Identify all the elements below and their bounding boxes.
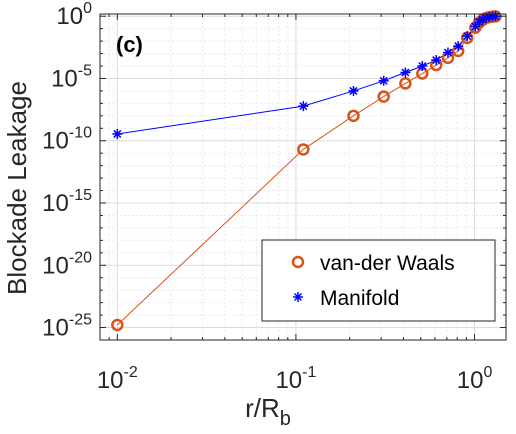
x-tick-label: 10-1 <box>275 364 316 394</box>
data-point-manifold <box>378 75 389 86</box>
data-point-van-der-waals <box>111 318 124 332</box>
plot-frame <box>99 13 507 341</box>
data-point-manifold <box>442 47 453 58</box>
y-tick-label: 10-5 <box>51 62 92 92</box>
data-point-manifold <box>417 61 428 72</box>
axis-ticks <box>99 14 506 341</box>
series-markers <box>111 10 502 332</box>
y-tick-label: 10-20 <box>42 249 92 279</box>
y-tick-label: 10-15 <box>42 187 92 217</box>
legend-marker-van-der-waals <box>291 255 305 269</box>
data-point-van-der-waals <box>399 77 412 90</box>
data-point-van-der-waals <box>347 109 360 123</box>
legend-marker-manifold <box>293 292 303 302</box>
x-tick-labels: 10-2 10-1 100 <box>97 364 493 394</box>
y-tick-label: 100 <box>56 0 92 30</box>
x-axis-label-subscript: b <box>280 408 291 430</box>
legend-label-manifold: Manifold <box>320 287 399 310</box>
data-point-van-der-waals <box>377 90 390 103</box>
x-tick-label: 100 <box>457 364 493 394</box>
grid-lines <box>99 14 506 341</box>
y-tick-labels: 100 10-5 10-10 10-15 10-20 10-25 <box>42 0 92 341</box>
y-tick-label: 10-25 <box>42 312 92 342</box>
x-axis-label: r/Rb <box>245 393 291 430</box>
data-point-manifold <box>400 67 411 78</box>
data-point-manifold <box>431 55 442 66</box>
x-tick-label: 10-2 <box>97 364 138 394</box>
data-point-manifold <box>453 41 464 52</box>
data-point-van-der-waals <box>297 143 310 156</box>
data-point-manifold <box>462 31 473 42</box>
data-point-manifold <box>112 128 123 139</box>
data-point-manifold <box>490 11 501 22</box>
data-point-manifold <box>348 85 359 96</box>
legend: van-der Waals Manifold <box>261 239 496 322</box>
legend-box <box>261 239 496 322</box>
legend-label-van-der-waals: van-der Waals <box>320 252 455 275</box>
x-axis-label-main: r/R <box>245 393 280 423</box>
panel-label: (c) <box>116 32 143 57</box>
data-point-manifold <box>298 101 309 112</box>
y-axis-label: Blockade Leakage <box>2 81 32 295</box>
asterisk-icon <box>293 292 303 302</box>
y-tick-label: 10-10 <box>42 125 92 155</box>
